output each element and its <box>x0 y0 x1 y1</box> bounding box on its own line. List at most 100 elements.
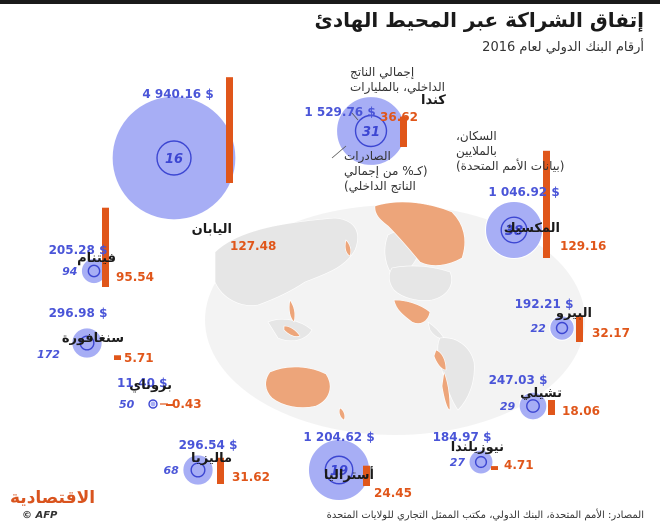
gdp-label: 1 046.92 $ <box>488 185 559 199</box>
usa-shape <box>388 265 452 301</box>
gdp-bubble <box>182 454 214 486</box>
legend-exports-leader <box>331 145 347 159</box>
chile-shape <box>441 370 451 411</box>
country-name: فيتنام <box>77 251 116 266</box>
legend-population-text: (بيانات الأمم المتحدة) <box>456 158 564 173</box>
exports-ring <box>156 140 192 176</box>
exports-ring <box>354 114 388 148</box>
gdp-bubble <box>518 391 548 421</box>
legend-gdp-text: الداخلي، بالمليارات <box>350 80 445 95</box>
legend-gdp-text: إجمالي الناتج <box>350 65 414 79</box>
gdp-bubble <box>485 201 543 259</box>
legend-exports-text: الصادرات <box>344 149 391 164</box>
gdp-bubble <box>549 315 575 341</box>
publisher-logo: الاقتصادية <box>10 488 96 508</box>
exports-label: 29 <box>500 400 516 413</box>
population-bar <box>363 465 370 486</box>
legend-gdp-leader <box>351 112 359 121</box>
canada-shape <box>374 201 465 266</box>
exports-label: 68 <box>164 464 180 477</box>
population-bar <box>491 466 498 470</box>
exports-ring <box>148 399 158 409</box>
population-label: 4.71 <box>504 458 534 472</box>
gdp-bubble <box>468 449 494 475</box>
country-name: كندا <box>421 93 446 108</box>
exports-label: 172 <box>37 348 60 361</box>
exports-label: 22 <box>530 322 546 335</box>
gdp-bubble <box>111 95 237 221</box>
country-group: 16 4 940.16 $ 127.48 اليابان <box>111 77 276 253</box>
gdp-label: 1 204.62 $ <box>303 430 374 444</box>
exports-label: 50 <box>119 398 135 411</box>
population-label: 32.17 <box>592 326 630 340</box>
peru-shape <box>433 349 447 371</box>
country-name: نيوزيلندا <box>451 440 504 455</box>
population-label: 24.45 <box>374 486 412 500</box>
population-label: 5.71 <box>124 351 154 365</box>
exports-ring <box>79 335 95 351</box>
population-bar <box>576 315 583 342</box>
population-label: 18.06 <box>562 404 600 418</box>
population-bar <box>114 355 121 360</box>
gdp-label: 205.28 $ <box>49 243 108 257</box>
malaysia-shape <box>283 325 301 337</box>
country-name: تشيلي <box>520 386 562 401</box>
top-rule <box>0 0 660 4</box>
gdp-label: 296.98 $ <box>49 306 108 320</box>
country-name: أستراليا <box>324 466 374 483</box>
source-note: المصادر: الأمم المتحدة، البنك الدولي، مك… <box>326 510 644 521</box>
gdp-label: 184.97 $ <box>433 430 492 444</box>
population-label: 36.62 <box>380 110 418 124</box>
exports-ring <box>526 399 540 413</box>
population-bar <box>400 116 407 147</box>
japan-shape <box>344 239 352 257</box>
country-name: بروناي <box>129 378 172 393</box>
legend-population-text: السكان، <box>456 129 497 143</box>
legend-exports-text: الناتج الداخلي) <box>344 179 416 193</box>
gdp-label: 11.40 $ <box>117 376 167 390</box>
new-zealand-shape <box>338 407 346 421</box>
gdp-label: 1 529.76 $ <box>304 105 375 119</box>
country-name: سنغافورة <box>62 331 124 346</box>
exports-label: 27 <box>450 456 466 469</box>
world-map <box>205 201 585 435</box>
gdp-label: 296.54 $ <box>179 438 238 452</box>
population-label: 0.43 <box>172 397 202 411</box>
gdp-label: 192.21 $ <box>515 297 574 311</box>
exports-ring <box>87 264 101 278</box>
exports-label: 94 <box>62 265 77 278</box>
population-bar <box>226 77 233 183</box>
exports-ring <box>324 455 354 485</box>
gdp-label: 4 940.16 $ <box>142 87 213 101</box>
population-bar <box>102 207 109 287</box>
exports-ring <box>555 321 569 335</box>
mexico-shape <box>393 299 431 324</box>
page-subtitle: أرقام البنك الدولي لعام 2016 <box>482 40 644 55</box>
population-label: 95.54 <box>116 270 154 284</box>
gdp-bubble <box>149 400 157 408</box>
gdp-label: 247.03 $ <box>489 373 548 387</box>
country-name: اليابان <box>192 222 232 237</box>
legend-exports-text: (كـ% من إجمالي <box>344 164 428 179</box>
exports-label: 38 <box>505 224 523 239</box>
country-name: المكسيك <box>504 221 560 236</box>
australia-shape <box>265 366 331 408</box>
exports-ring <box>500 216 528 244</box>
afp-credit: © AFP <box>22 510 58 521</box>
exports-ring <box>190 462 206 478</box>
country-name: البيرو <box>555 306 592 321</box>
exports-label: 31 <box>362 125 380 140</box>
population-label: 31.62 <box>232 470 270 484</box>
